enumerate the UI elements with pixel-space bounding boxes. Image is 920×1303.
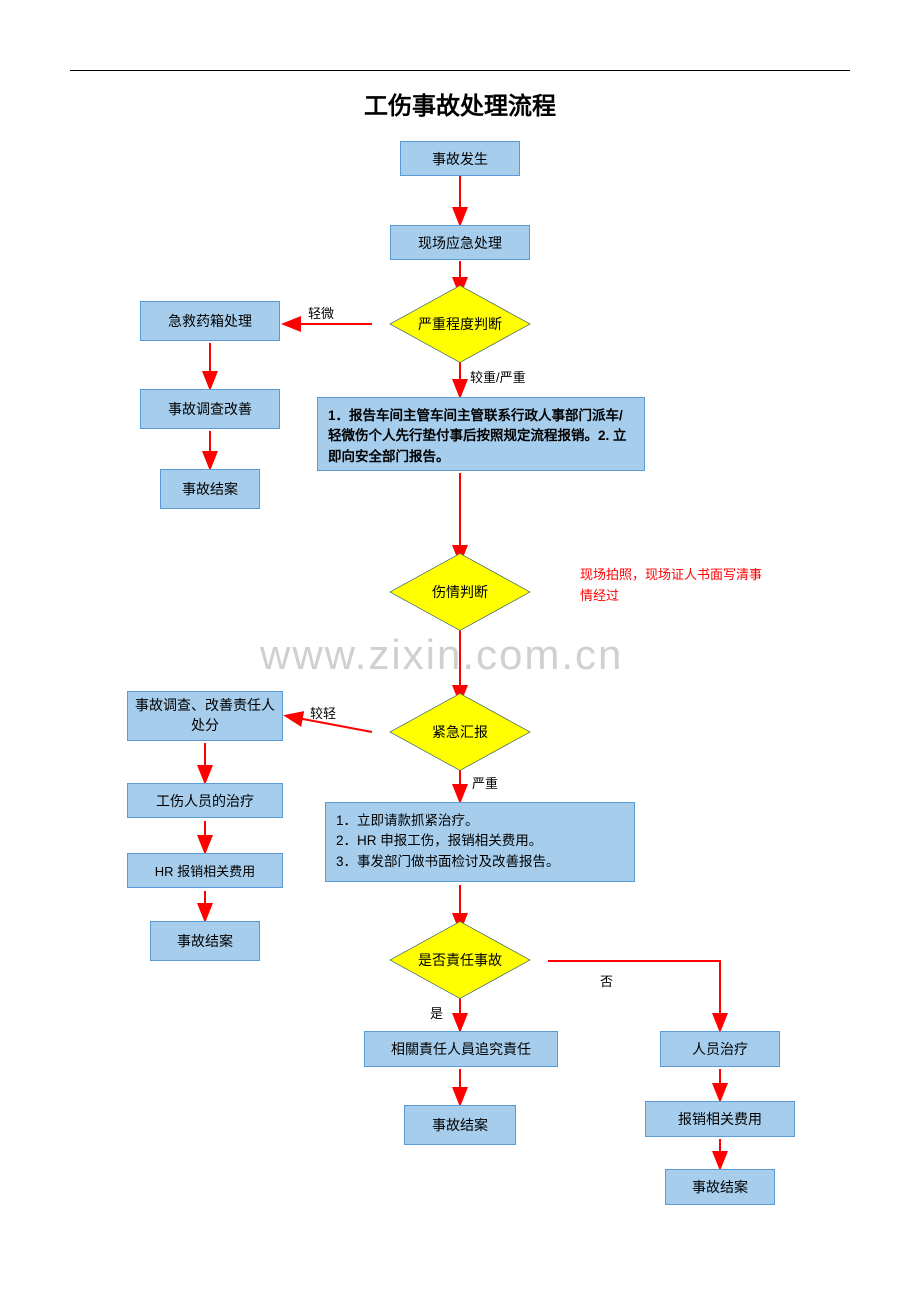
label-severe: 严重: [472, 773, 498, 792]
node-treat1: 工伤人员的治疗: [127, 783, 283, 818]
node-close4: 事故结案: [665, 1169, 775, 1205]
node-urgent: 紧急汇报: [370, 701, 550, 763]
label-lighter: 较轻: [310, 703, 336, 722]
node-investigate1: 事故调查改善: [140, 389, 280, 429]
node-firstaid: 急救药箱处理: [140, 301, 280, 341]
node-close2: 事故结案: [150, 921, 260, 961]
node-reimb2: 报销相关费用: [645, 1101, 795, 1137]
label-minor: 轻微: [308, 303, 334, 322]
node-liability: 是否責任事故: [370, 929, 550, 991]
node-close3: 事故结案: [404, 1105, 516, 1145]
node-emergency: 现场应急处理: [390, 225, 530, 260]
node-hr-reimb: HR 报销相关费用: [127, 853, 283, 888]
side-note: 现场拍照，现场证人书面写清事情经过: [580, 565, 770, 607]
node-report: 1．报告车间主管车间主管联系行政人事部门派车/轻微伤个人先行垫付事后按照规定流程…: [317, 397, 645, 471]
node-investigate2: 事故调查、改善责任人处分: [127, 691, 283, 741]
page-title: 工伤事故处理流程: [70, 86, 850, 121]
watermark: www.zixin.com.cn: [260, 631, 623, 679]
node-treat2: 人员治疗: [660, 1031, 780, 1067]
label-yes: 是: [430, 1003, 443, 1022]
node-start: 事故发生: [400, 141, 520, 176]
node-injury: 伤情判断: [370, 561, 550, 623]
node-severity: 严重程度判断: [370, 293, 550, 355]
label-major: 较重/严重: [470, 367, 526, 386]
page-container: 工伤事故处理流程 www.zixin.com.cn: [70, 70, 850, 1232]
node-close1: 事故结案: [160, 469, 260, 509]
node-actions: 1．立即请款抓紧治疗。 2．HR 申报工伤，报销相关费用。 3．事发部门做书面检…: [325, 802, 635, 882]
label-no: 否: [600, 971, 613, 990]
node-pursue: 相關責任人員追究責任: [364, 1031, 558, 1067]
